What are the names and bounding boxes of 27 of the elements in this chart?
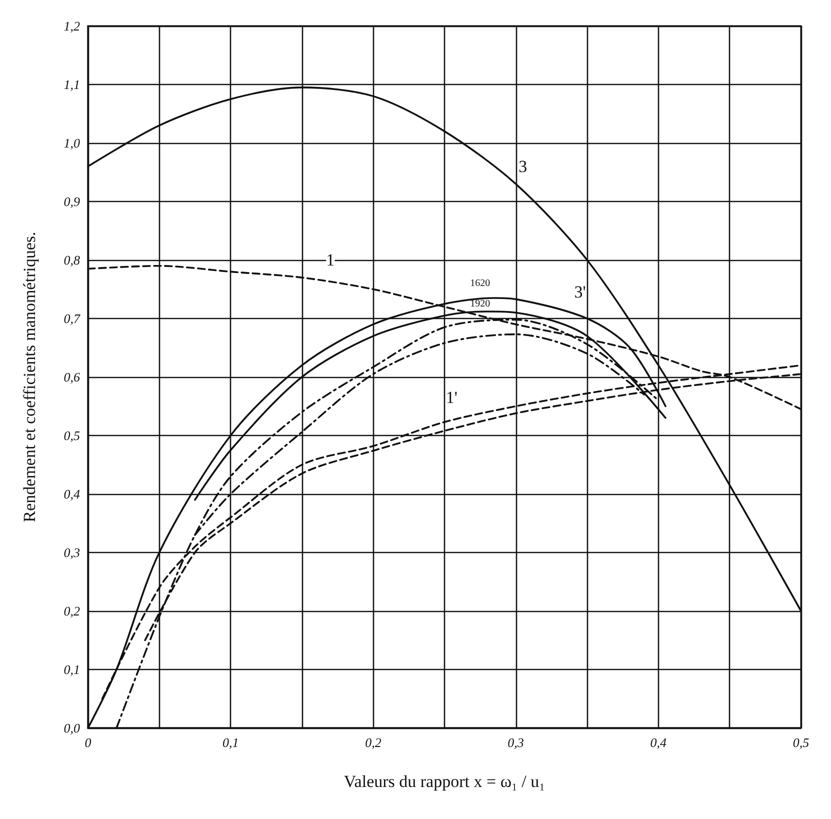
y-tick-label: 0,1 <box>64 662 80 677</box>
x-tick-label: 0,1 <box>222 735 239 750</box>
annotation: 1' <box>446 388 458 407</box>
annotation: 3' <box>574 282 586 302</box>
y-tick-label: 0,6 <box>64 370 80 384</box>
x-tick-label: 0,4 <box>650 735 668 750</box>
x-tick-label: 0,5 <box>792 735 810 750</box>
annotation: 1920 <box>470 298 490 310</box>
y-tick-label: 0,9 <box>64 194 80 209</box>
y-tick-label: 0,3 <box>64 545 80 560</box>
annotation: 1620 <box>470 278 490 289</box>
y-tick-label: 1,0 <box>64 136 80 150</box>
y-tick-label: 0,8 <box>64 252 80 268</box>
x-tick-label: 0,3 <box>508 735 524 750</box>
x-tick-label: 0 <box>84 735 92 750</box>
y-tick-label: 1,2 <box>64 18 80 34</box>
y-tick-label: 1,1 <box>64 77 80 92</box>
y-tick-label: 0,7 <box>64 311 80 326</box>
y-tick-label: 0,4 <box>64 486 80 502</box>
y-tick-label: 0,0 <box>64 720 80 736</box>
annotation: 3 <box>518 156 528 176</box>
y-axis-title: Rendement et coefficients manométriques. <box>20 232 39 522</box>
y-tick-label: 0,2 <box>64 604 80 618</box>
x-axis-title: Valeurs du rapport x = ω₁ / u₁ <box>344 772 546 791</box>
y-tick-label: 0,5 <box>64 428 80 443</box>
x-tick-label: 0,2 <box>365 735 382 750</box>
annotation: 1 <box>326 250 335 270</box>
